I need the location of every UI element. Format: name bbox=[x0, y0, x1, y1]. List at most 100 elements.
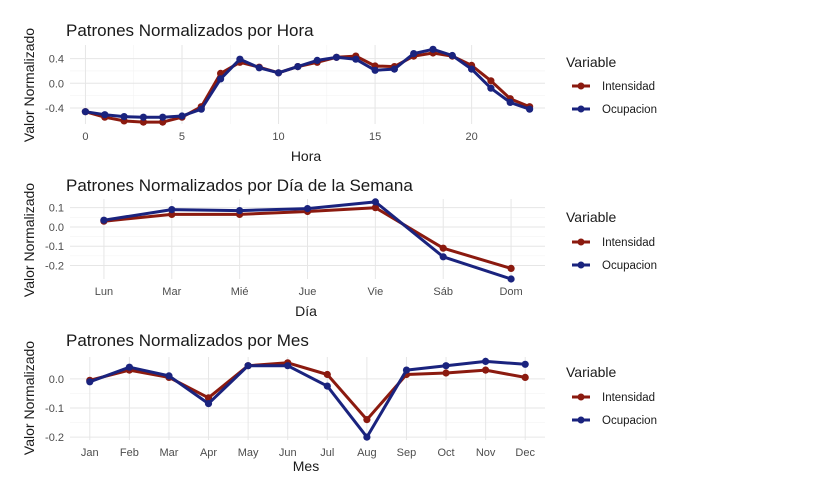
data-point-ocupacion bbox=[429, 45, 437, 53]
x-tick-label: May bbox=[238, 447, 259, 459]
legend-point-ocupacion bbox=[577, 416, 585, 424]
data-point-ocupacion bbox=[139, 113, 147, 121]
y-tick-label: -0.1 bbox=[45, 241, 64, 253]
legend-title-hora: Variable bbox=[566, 54, 617, 70]
data-point-ocupacion bbox=[168, 206, 176, 214]
data-point-ocupacion bbox=[507, 275, 515, 283]
data-point-intensidad bbox=[371, 204, 379, 212]
x-tick-label: Aug bbox=[357, 447, 377, 459]
legend-label-ocupacion: Ocupacion bbox=[602, 415, 657, 427]
legend-point-intensidad bbox=[577, 238, 585, 246]
x-tick-label: Dec bbox=[515, 447, 535, 459]
x-tick-label: Sep bbox=[397, 447, 417, 459]
x-tick-label: Mié bbox=[231, 286, 249, 298]
data-point-ocupacion bbox=[86, 378, 94, 386]
y-ticks-dia: -0.2 -0.1 0.0 0.1 bbox=[45, 203, 64, 273]
data-point-intensidad bbox=[204, 394, 213, 402]
x-tick-label: Nov bbox=[476, 447, 496, 459]
x-ticks-hora: 0 5 10 15 20 bbox=[82, 131, 477, 143]
data-point-ocupacion bbox=[81, 108, 89, 116]
data-point-ocupacion bbox=[284, 362, 292, 370]
x-tick-label: Oct bbox=[437, 447, 454, 459]
y-tick-label: 0.4 bbox=[49, 54, 64, 66]
data-point-ocupacion bbox=[332, 53, 341, 61]
x-ticks-mes: Jan Feb Mar Apr May Jun Jul Aug Sep Oct Nov Dec bbox=[81, 447, 536, 459]
y-tick-label: -0.4 bbox=[45, 103, 64, 115]
x-tick-label: Jul bbox=[320, 447, 334, 459]
data-point-ocupacion bbox=[120, 113, 128, 121]
legend-point-intensidad bbox=[577, 82, 585, 90]
y-tick-label: -0.2 bbox=[45, 432, 64, 444]
data-point-ocupacion bbox=[352, 55, 360, 63]
x-axis-title-hora: Hora bbox=[291, 148, 322, 164]
data-point-ocupacion bbox=[468, 65, 476, 73]
x-tick-label: 0 bbox=[82, 131, 88, 143]
chart-title-mes: Patrones Normalizados por Mes bbox=[66, 331, 309, 350]
x-tick-label: Mar bbox=[162, 286, 181, 298]
data-point-ocupacion bbox=[323, 382, 331, 390]
x-tick-label: 15 bbox=[369, 131, 381, 143]
y-axis-title-hora: Valor Normalizado bbox=[21, 28, 37, 142]
x-tick-label: Jan bbox=[81, 447, 99, 459]
y-tick-label: 0.0 bbox=[49, 374, 64, 386]
y-tick-label: -0.1 bbox=[45, 403, 64, 415]
legend-title-dia: Variable bbox=[566, 209, 617, 225]
data-point-ocupacion bbox=[100, 216, 108, 224]
x-axis-title-dia: Día bbox=[295, 303, 317, 319]
x-tick-label: Sáb bbox=[433, 286, 453, 298]
data-point-ocupacion bbox=[410, 50, 418, 58]
data-point-ocupacion bbox=[274, 69, 283, 77]
legend-label-ocupacion: Ocupacion bbox=[602, 260, 657, 272]
panel-hora: Patrones Normalizados por Hora Valor Nor… bbox=[21, 21, 657, 164]
legend-point-ocupacion bbox=[577, 105, 585, 113]
data-point-ocupacion bbox=[197, 105, 205, 113]
x-tick-label: Jue bbox=[299, 286, 317, 298]
data-point-intensidad bbox=[482, 366, 490, 374]
legend-dia: Variable Intensidad Ocupacion bbox=[566, 209, 657, 272]
data-point-ocupacion bbox=[236, 207, 244, 215]
x-tick-label: 5 bbox=[179, 131, 185, 143]
grid-mes bbox=[70, 357, 545, 440]
y-axis-title-mes: Valor Normalizado bbox=[21, 341, 37, 455]
y-ticks-hora: -0.4 0.0 0.4 bbox=[45, 54, 64, 115]
data-point-ocupacion bbox=[244, 362, 252, 370]
series-line-intensidad bbox=[88, 361, 527, 422]
legend-title-mes: Variable bbox=[566, 364, 617, 380]
data-point-intensidad bbox=[442, 369, 450, 377]
data-point-intensidad bbox=[507, 264, 515, 272]
y-tick-label: 0.0 bbox=[49, 222, 64, 234]
data-point-ocupacion bbox=[402, 366, 411, 374]
legend-point-ocupacion bbox=[577, 261, 585, 269]
data-point-ocupacion bbox=[482, 357, 490, 365]
x-ticks-dia: Lun Mar Mié Jue Vie Sáb Dom bbox=[95, 286, 523, 298]
legend-label-intensidad: Intensidad bbox=[602, 392, 655, 404]
data-point-ocupacion bbox=[159, 113, 167, 121]
data-point-ocupacion bbox=[390, 65, 398, 73]
panel-dia: Patrones Normalizados por Día de la Sema… bbox=[21, 176, 657, 319]
data-point-ocupacion bbox=[303, 205, 312, 213]
data-point-intensidad bbox=[323, 370, 331, 379]
series-line-ocupacion bbox=[88, 359, 527, 439]
data-point-intensidad bbox=[363, 416, 371, 424]
x-axis-title-mes: Mes bbox=[293, 458, 319, 474]
data-point-intensidad bbox=[439, 244, 447, 252]
data-point-ocupacion bbox=[101, 111, 109, 119]
y-tick-label: 0.1 bbox=[49, 203, 64, 215]
legend-point-intensidad bbox=[577, 393, 585, 401]
legend-label-intensidad: Intensidad bbox=[602, 81, 655, 93]
chart-title-dia: Patrones Normalizados por Día de la Sema… bbox=[66, 176, 413, 195]
x-tick-label: Lun bbox=[95, 286, 113, 298]
x-tick-label: Vie bbox=[368, 286, 384, 298]
data-point-ocupacion bbox=[506, 98, 514, 106]
data-point-ocupacion bbox=[363, 433, 371, 441]
x-tick-label: Feb bbox=[120, 447, 139, 459]
x-tick-label: Dom bbox=[499, 286, 522, 298]
x-tick-label: 20 bbox=[466, 131, 478, 143]
data-point-ocupacion bbox=[526, 105, 534, 113]
chart-title-hora: Patrones Normalizados por Hora bbox=[66, 21, 314, 40]
y-tick-label: 0.0 bbox=[49, 78, 64, 90]
data-point-ocupacion bbox=[178, 112, 186, 120]
legend-mes: Variable Intensidad Ocupacion bbox=[566, 364, 657, 427]
data-point-ocupacion bbox=[236, 55, 244, 63]
data-point-ocupacion bbox=[448, 51, 456, 60]
